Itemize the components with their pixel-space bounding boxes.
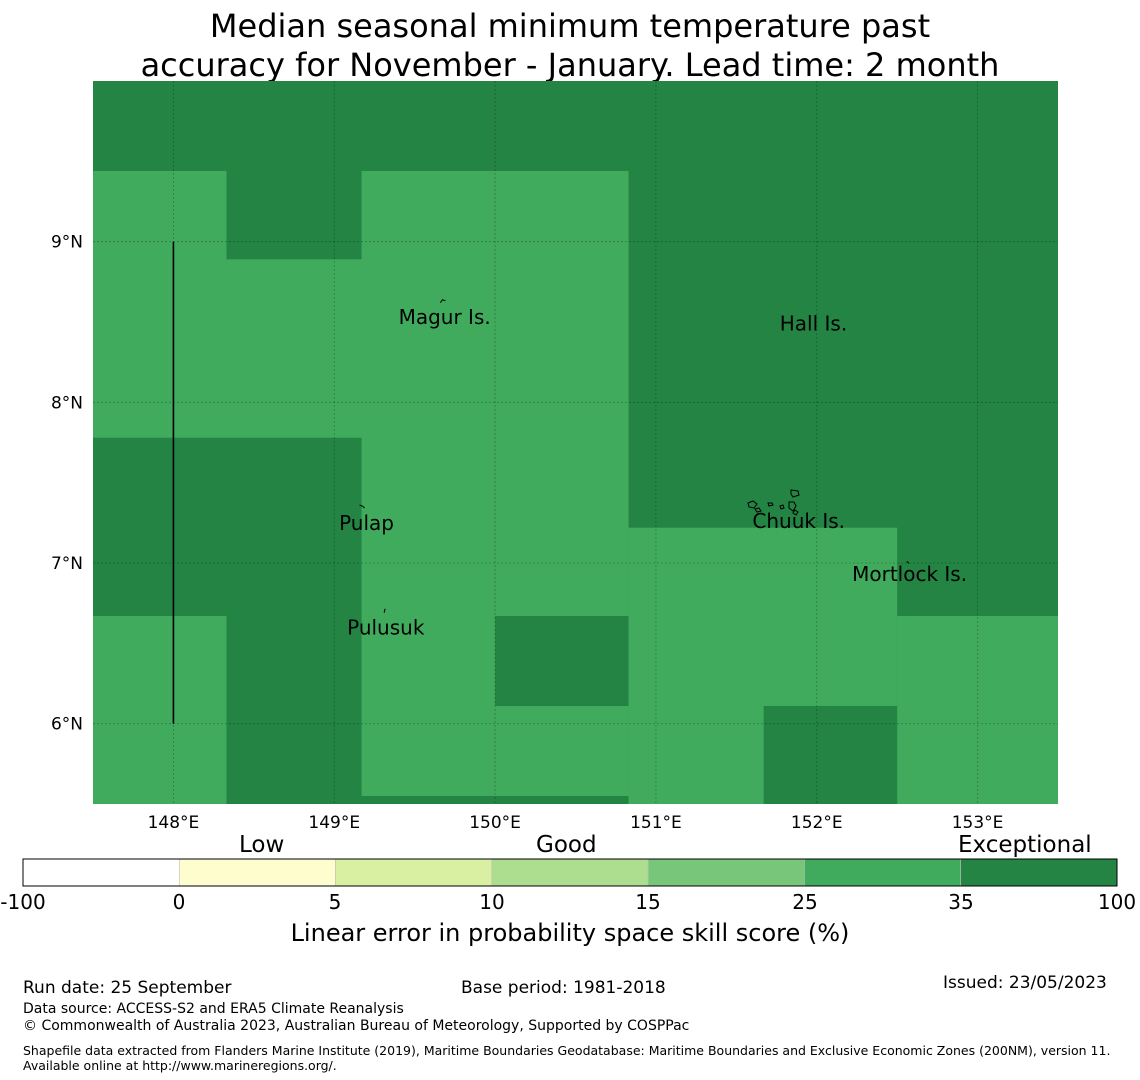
colorbar-tick-label: 5 [328,890,342,914]
map-title-line-1: Median seasonal minimum temperature past [209,7,931,45]
colorbar-segment [960,858,1118,887]
skill-cell [897,616,1058,804]
issued-date: Issued: 23/05/2023 [943,973,1107,993]
colorbar-segment [22,858,180,887]
island-outline [747,500,758,509]
island-outline [359,504,365,509]
island-outline [383,608,386,613]
colorbar-tick-label: 15 [635,890,661,914]
x-tick-label: 148°E [148,813,200,833]
skill-cell [495,616,629,706]
island-outline [779,504,785,510]
x-tick-label: 149°E [308,813,360,833]
category-exceptional-label: Exceptional [958,832,1092,858]
place-label: Pulap [339,511,394,535]
island-outline [792,509,799,516]
island-outline [788,501,797,512]
colorbar-segment [491,858,649,887]
skill-cell [93,437,362,617]
island-outline [767,502,774,507]
copyright-notice: © Commonwealth of Australia 2023, Austra… [23,1018,690,1034]
place-label: Magur Is. [399,305,491,329]
island-outline [439,299,446,303]
map-title-line-2: accuracy for November - January. Lead ti… [140,46,1000,84]
colorbar-segment [178,858,336,887]
y-tick-label: 9°N [51,233,83,253]
colorbar-tick-label: 100 [1097,890,1137,914]
place-label: Mortlock Is. [852,562,967,586]
place-label: Chuuk Is. [752,509,845,533]
colorbar-tick-label: 10 [479,890,505,914]
shapefile-credit: Shapefile data extracted from Flanders M… [23,1043,1111,1073]
colorbar-frame [22,858,1118,887]
colorbar-tick-label: 25 [792,890,818,914]
y-tick-label: 8°N [51,393,83,413]
data-source: Data source: ACCESS-S2 and ERA5 Climate … [23,1001,404,1017]
colorbar-segment [647,858,805,887]
x-tick-label: 150°E [469,813,521,833]
island-outline [790,489,800,498]
category-good-label: Good [536,832,597,858]
x-tick-label: 153°E [952,813,1004,833]
place-label: Hall Is. [780,312,847,336]
place-label: Pulusuk [347,615,425,639]
x-tick-label: 152°E [791,813,843,833]
colorbar-title: Linear error in probability space skill … [290,919,850,947]
map-plot-area: 148°E 149°E 150°E 151°E 152°E 153°E 6°N 7°N 8°N 9… [51,81,1058,833]
x-tick-label: 151°E [630,813,682,833]
colorbar-segment [335,858,493,887]
colorbar-tick-label: 0 [172,890,186,914]
run-date: Run date: 25 September [23,978,232,998]
base-period: Base period: 1981-2018 [461,978,666,998]
colorbar-segment [804,858,962,887]
skill-cell [226,170,362,260]
colorbar-tick-label: 35 [948,890,974,914]
colorbar-tick-label: -100 [0,890,46,914]
y-tick-label: 6°N [51,715,83,735]
island-outline [754,507,762,513]
skill-cell [361,795,629,804]
skill-cell [226,616,362,804]
category-low-label: Low [239,832,285,858]
skill-cell [763,705,898,804]
island-outline [906,561,910,564]
y-tick-label: 7°N [51,554,83,574]
colorbar [22,858,1118,887]
